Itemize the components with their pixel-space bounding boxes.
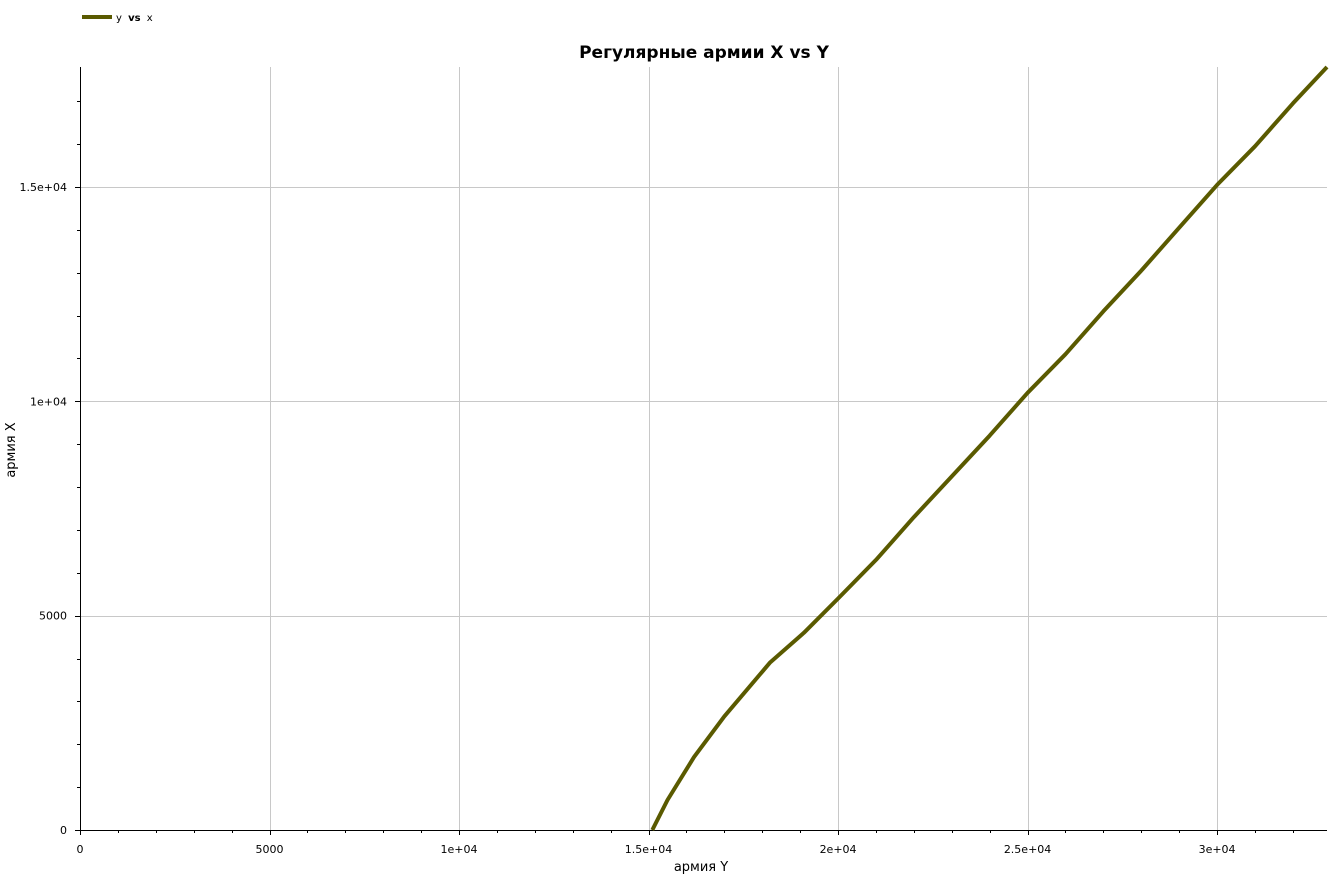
x-tick-label: 2e+04 [820,843,857,856]
x-tick-label: 5000 [256,843,284,856]
x-axis-title: армия Y [674,860,728,874]
axes [75,67,1327,835]
legend: y vs x [82,13,153,24]
tick-labels: 0 5000 1e+04 1.5e+04 2e+04 2.5e+04 3e+04 0 5000 1… [20,181,1236,856]
y-tick-label: 0 [60,824,67,837]
x-tick-label: 1.5e+04 [625,843,672,856]
y-axis-title: армия X [4,422,19,477]
series-line [650,65,1329,831]
y-tick-label: 1e+04 [30,395,67,408]
legend-part-x: x [147,13,153,24]
legend-part-vs: vs [128,13,141,24]
y-tick-label: 5000 [39,610,67,623]
x-tick-label: 1e+04 [441,843,478,856]
y-tick-label: 1.5e+04 [20,181,67,194]
legend-label: y vs x [116,13,153,24]
x-tick-label: 0 [77,843,84,856]
legend-part-y: y [116,13,122,24]
chart-title: Регулярные армии X vs Y [579,43,829,63]
x-tick-label: 3e+04 [1199,843,1236,856]
x-tick-label: 2.5e+04 [1004,843,1051,856]
grid-lines [80,67,1327,830]
series-layer [650,65,1329,831]
